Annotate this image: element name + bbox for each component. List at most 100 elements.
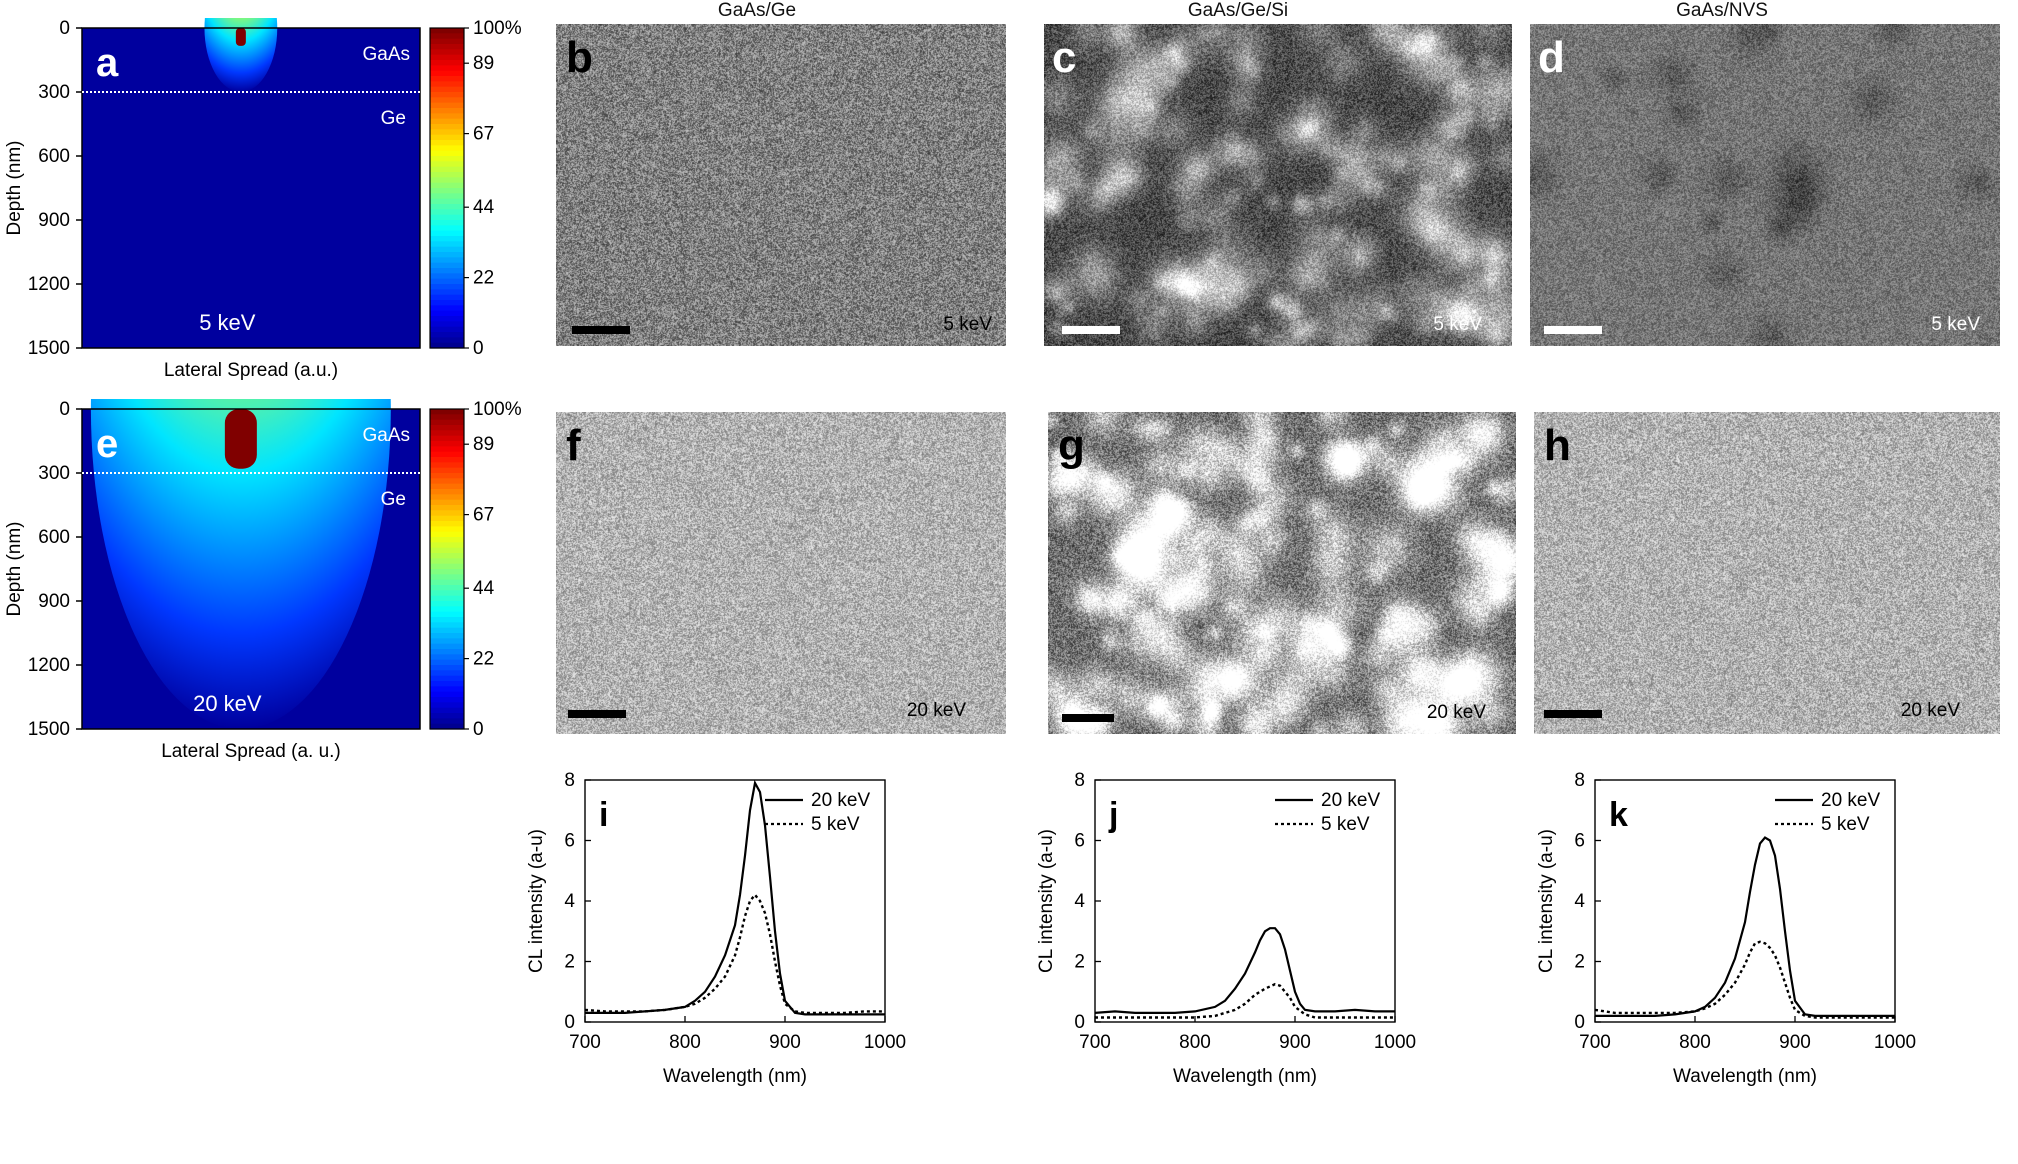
cl-map-panel-b: b 5 keV [556,24,1006,346]
colorbar-segment [430,214,464,221]
colorbar-segment [430,665,464,671]
y-axis-label: Depth (nm) [4,140,25,235]
colorbar-segment [430,553,464,559]
colorbar-segment [430,425,464,431]
colorbar-segment [430,510,464,517]
cl-map-panel-c: c 5 keV [1044,24,1512,346]
legend-label: 20 keV [1321,790,1380,811]
interaction-volume [90,399,391,729]
panel-letter-h: h [1544,421,1571,470]
colorbar-segment [430,81,464,88]
colorbar-segment [430,257,464,264]
colorbar-segment [430,451,464,458]
colorbar-segment [430,697,464,703]
y-tick-label: 6 [564,831,575,852]
simulation-panel-a: 0 300 600 900 1200 1500 Depth (nm) Lateral Spre… [4,18,522,381]
y-tick-label: 0 [59,18,70,39]
column-title-gaas-ge-si: GaAs/Ge/Si [1187,0,1289,21]
energy-label: 20 keV [1900,700,1960,721]
colorbar-segment [430,681,464,687]
colorbar-segment [430,140,464,146]
colorbar-segment [430,435,464,442]
y-tick-label: 0 [564,1012,575,1033]
cl-map-panel-f: f 20 keV [556,412,1006,734]
y-tick-label: 2 [1074,952,1085,973]
y-tick-label: 1200 [28,274,70,295]
colorbar-segment [430,246,464,253]
scale-bar [1544,326,1602,334]
x-tick-label: 1000 [1374,1032,1416,1053]
colorbar-segment [430,526,464,533]
colorbar-segment [430,225,464,232]
colorbar-segment [430,230,464,237]
y-tick-label: 4 [1074,891,1085,912]
energy-label: 5 keV [943,314,992,335]
colorbar-segment [430,342,464,349]
colorbar-segment [430,414,464,421]
x-tick-label: 800 [669,1032,701,1053]
y-tick-label: 1200 [28,655,70,676]
panel-letter-c: c [1052,33,1077,82]
colorbar-segment [430,134,464,141]
legend-label: 5 keV [1321,814,1370,835]
series-line-20-kev [1094,927,1395,1014]
colorbar-segment [430,209,464,216]
hot-core [224,409,257,469]
colorbar-segment [430,156,464,162]
scale-bar [1544,710,1602,718]
colorbar-segment [430,236,464,242]
colorbar-segment [430,273,464,280]
y-tick-label: 8 [1074,770,1085,791]
colorbar-tick-label: 22 [473,268,494,289]
legend-label: 5 keV [1821,814,1870,835]
colorbar-segment [430,188,464,194]
colorbar-segment [430,33,464,40]
colorbar-segment [430,617,464,623]
y-tick-label: 600 [38,146,70,167]
scale-bar [1062,326,1120,334]
colorbar-segment [430,707,464,714]
colorbar-segment [430,268,464,274]
colorbar-segment [430,289,464,296]
colorbar-segment [430,182,464,189]
colorbar-tick-label: 44 [473,578,495,599]
colorbar-segment [430,419,464,426]
y-tick-label: 8 [1574,770,1585,791]
colorbar-segment [430,300,464,306]
scale-bar [568,710,626,718]
column-title-gaas-ge: GaAs/Ge [717,0,797,21]
colorbar-segment [430,585,464,591]
colorbar-segment [430,113,464,120]
cl-map-panel-d: d 5 keV [1530,24,2000,346]
colorbar-segment [430,337,464,344]
panel-letter-d: d [1538,33,1565,82]
y-tick-label: 300 [38,463,70,484]
colorbar-segment [430,462,464,469]
colorbar-segment [430,521,464,527]
colorbar-segment [430,686,464,693]
colorbar-segment [430,531,464,538]
colorbar-segment [430,28,464,34]
interaction-volume [204,18,278,92]
colorbar-tick-label: 44 [473,197,495,218]
energy-label: 5 keV [1433,314,1482,335]
colorbar-segment [430,145,464,152]
y-tick-label: 2 [1574,952,1585,973]
energy-label: 5 keV [1931,314,1980,335]
y-tick-label: 6 [1074,831,1085,852]
y-axis-label: Depth (nm) [4,521,25,616]
colorbar-segment [430,633,464,639]
colorbar-segment [430,574,464,581]
colorbar-segment [430,124,464,130]
colorbar-segment [430,579,464,586]
colorbar-segment [430,483,464,490]
colorbar-tick-label: 67 [473,124,494,145]
colorbar-segment [430,150,464,157]
legend-label: 20 keV [1821,790,1880,811]
cl-map-panel-h: h 20 keV [1534,412,2000,734]
colorbar-segment [430,49,464,56]
colorbar-tick-label: 100% [473,399,522,420]
colorbar-segment [430,478,464,485]
panel-letter-g: g [1058,421,1085,470]
x-axis-label: Wavelength (nm) [1173,1066,1317,1087]
